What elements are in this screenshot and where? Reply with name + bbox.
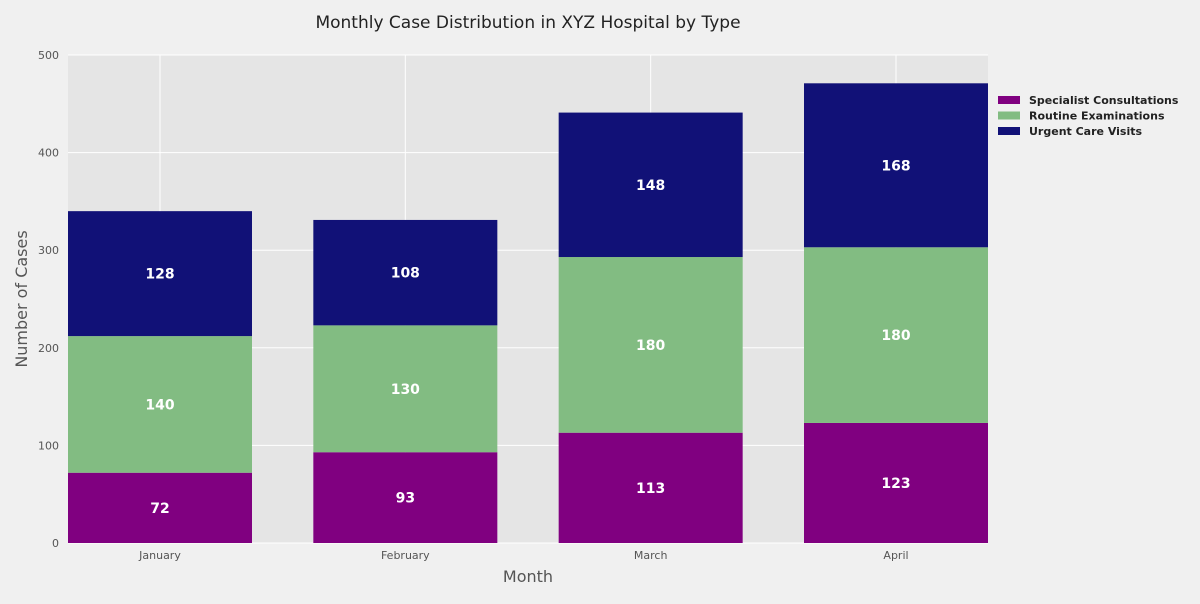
data-label: 140 [145,397,174,413]
x-axis-label: Month [503,567,553,586]
bar-segment [313,219,498,326]
data-label: 130 [391,382,420,398]
legend-label: Urgent Care Visits [1029,125,1142,138]
y-axis-label: Number of Cases [12,230,31,367]
bar-segment [804,83,988,248]
bar-segment [313,325,498,453]
data-label: 148 [636,178,665,194]
legend: Specialist Consultations Routine Examinat… [998,94,1179,138]
data-label: 72 [150,501,169,517]
bar-segment [558,432,743,543]
legend-label: Specialist Consultations [1029,94,1179,107]
x-tick-label: April [883,549,908,562]
data-label: 108 [391,266,420,282]
legend-label: Routine Examinations [1029,110,1165,123]
legend-swatch [998,127,1020,135]
y-tick-label: 0 [52,537,59,550]
x-tick-label: February [381,549,430,562]
data-label: 180 [636,338,665,354]
y-tick-label: 500 [38,49,59,62]
bar-segment [558,257,743,433]
x-tick-label: March [634,549,668,562]
data-label: 93 [396,491,415,507]
y-axis-ticks: 0 100 200 300 400 500 [38,49,59,550]
y-tick-label: 100 [38,439,59,452]
data-label: 128 [145,267,174,283]
data-label: 123 [881,476,910,492]
bar-segment [68,211,252,337]
bar-segment [313,452,498,543]
data-labels: 72 140 128 93 130 108 113 180 148 123 180 168 [145,158,910,517]
legend-swatch [998,96,1020,104]
y-tick-label: 400 [38,147,59,160]
bar-segment [68,472,252,543]
y-tick-label: 200 [38,342,59,355]
bar-segment [68,336,252,473]
data-label: 113 [636,481,665,497]
x-axis-ticks: January February March April [138,549,908,562]
data-label: 168 [881,158,910,174]
chart-title: Monthly Case Distribution in XYZ Hospita… [315,13,740,33]
data-label: 180 [881,328,910,344]
bars [68,83,988,543]
bar-segment [804,247,988,423]
x-tick-label: January [138,549,181,562]
y-tick-label: 300 [38,244,59,257]
legend-swatch [998,111,1020,120]
bar-segment [804,422,988,543]
bar-segment [558,112,743,258]
